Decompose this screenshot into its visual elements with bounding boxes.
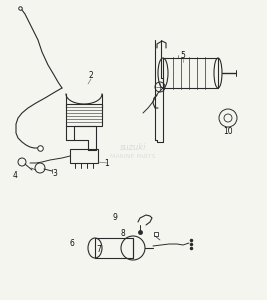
Text: 7: 7	[97, 245, 101, 254]
Text: 6: 6	[70, 239, 74, 248]
Bar	[66, 104, 102, 126]
Bar	[163, 58, 218, 88]
Text: 9: 9	[113, 214, 117, 223]
Text: 4: 4	[13, 170, 17, 179]
Text: 5: 5	[180, 52, 186, 61]
Text: MARINE PARTS: MARINE PARTS	[110, 154, 156, 158]
Text: suzuki: suzuki	[120, 143, 146, 152]
Text: 8: 8	[121, 229, 125, 238]
Bar	[95, 238, 133, 258]
Bar	[70, 149, 98, 163]
Text: 3: 3	[53, 169, 57, 178]
Text: 10: 10	[223, 128, 233, 136]
Text: 1: 1	[105, 158, 109, 167]
Text: 2: 2	[89, 71, 93, 80]
